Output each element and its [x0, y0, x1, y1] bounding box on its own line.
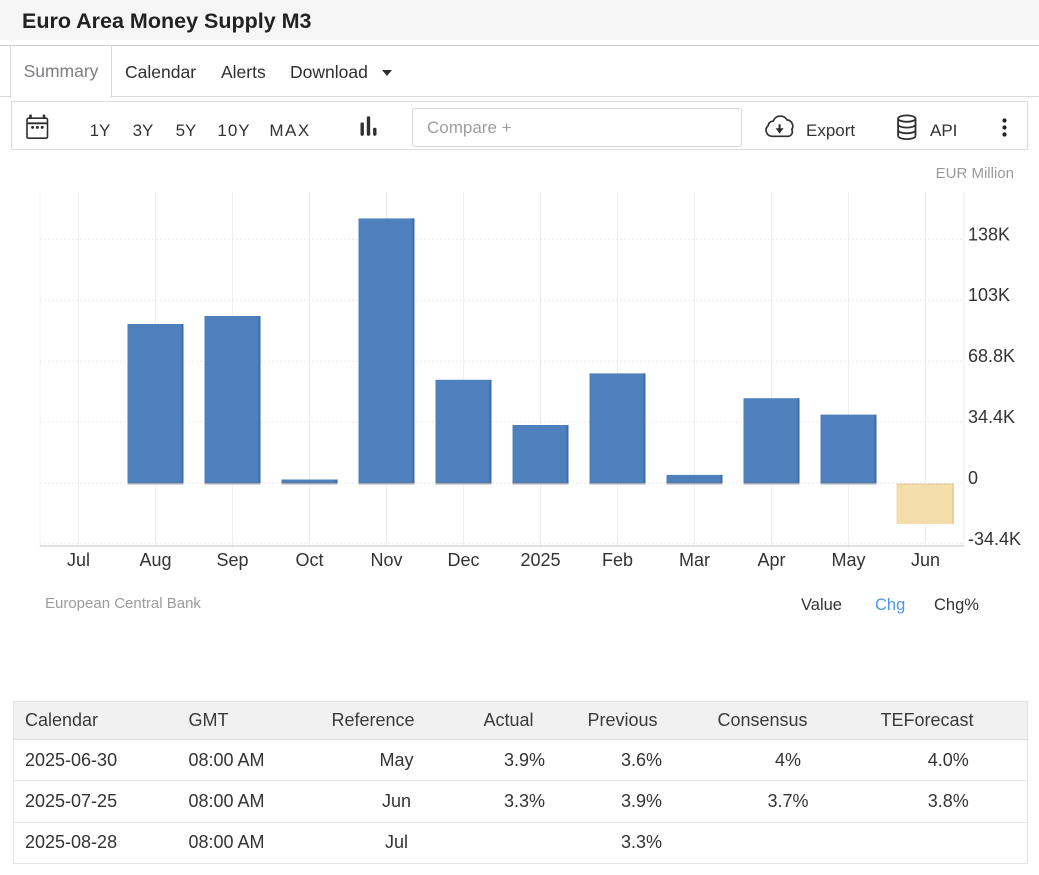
svg-text:103K: 103K	[968, 285, 1010, 305]
svg-text:Mar: Mar	[679, 550, 710, 570]
svg-text:2025: 2025	[520, 550, 560, 570]
svg-text:EUR Million: EUR Million	[936, 165, 1014, 182]
svg-text:-34.4K: -34.4K	[968, 529, 1021, 549]
svg-text:68.8K: 68.8K	[968, 346, 1015, 366]
svg-text:Jul: Jul	[67, 550, 90, 570]
svg-text:34.4K: 34.4K	[968, 407, 1015, 427]
svg-text:Sep: Sep	[216, 550, 248, 570]
svg-text:138K: 138K	[968, 224, 1010, 244]
svg-text:Oct: Oct	[295, 550, 323, 570]
svg-text:Apr: Apr	[757, 550, 785, 570]
svg-text:0: 0	[968, 468, 978, 488]
svg-text:Aug: Aug	[139, 550, 171, 570]
svg-text:Nov: Nov	[370, 550, 402, 570]
svg-text:Feb: Feb	[602, 550, 633, 570]
svg-text:Jun: Jun	[911, 550, 940, 570]
svg-text:Dec: Dec	[447, 550, 479, 570]
svg-text:May: May	[831, 550, 865, 570]
